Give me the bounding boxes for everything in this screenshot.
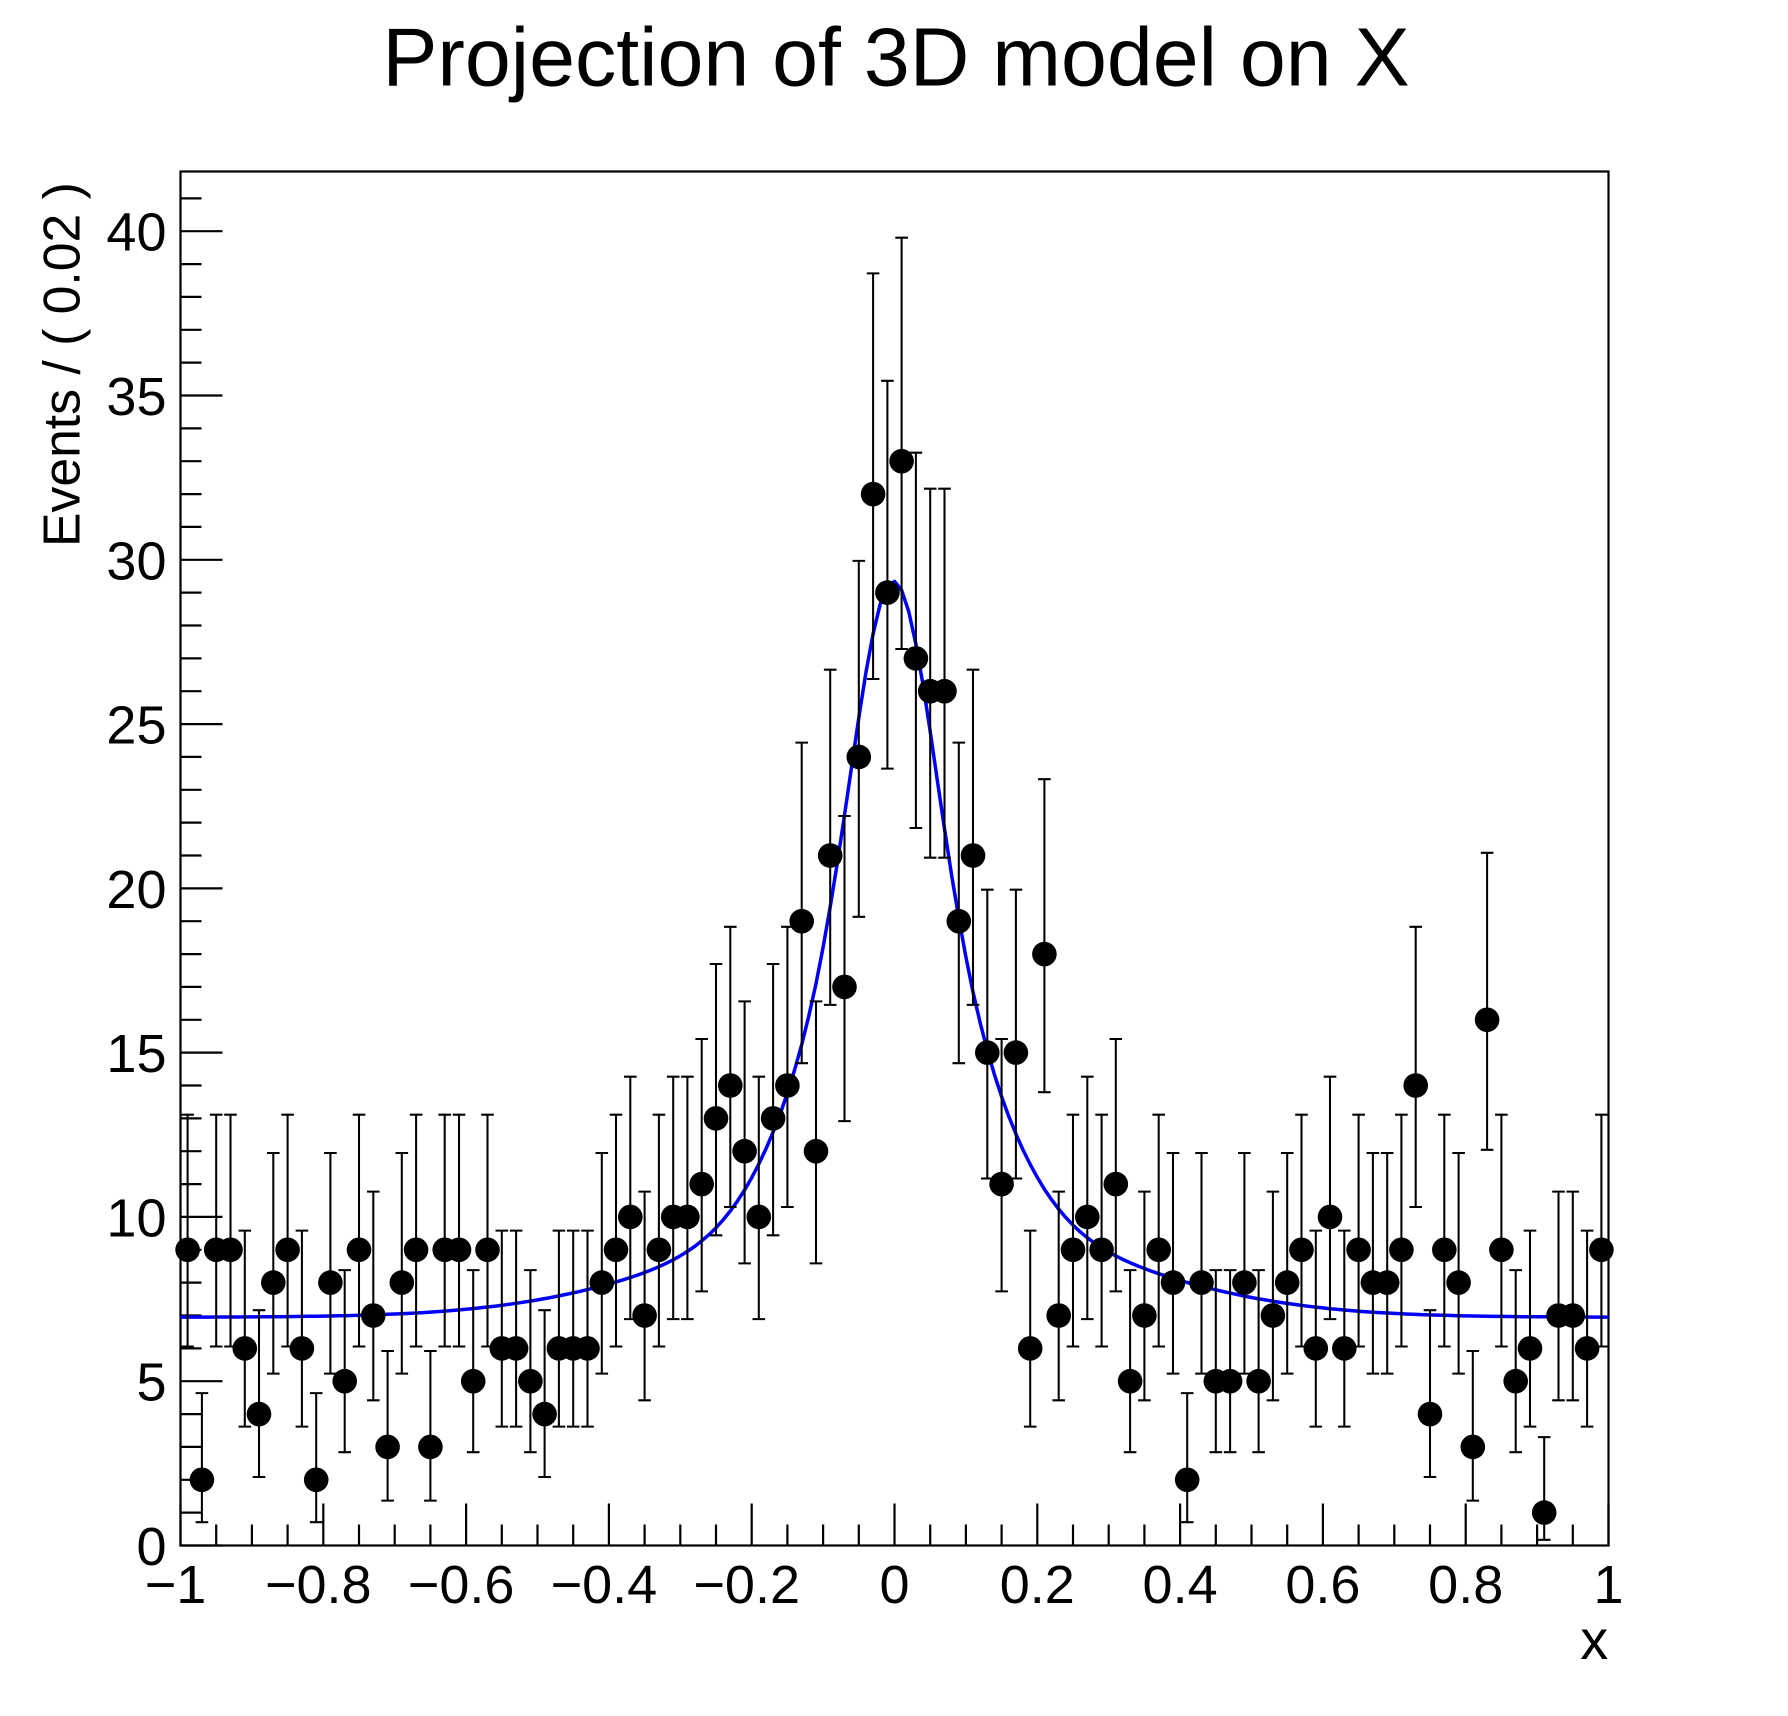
svg-text:5: 5 bbox=[136, 1353, 166, 1413]
svg-text:15: 15 bbox=[106, 1024, 166, 1084]
svg-text:−0.8: −0.8 bbox=[265, 1555, 372, 1615]
svg-text:−0.2: −0.2 bbox=[693, 1555, 800, 1615]
svg-text:40: 40 bbox=[106, 203, 166, 263]
svg-text:0.2: 0.2 bbox=[1000, 1555, 1075, 1615]
svg-text:0.6: 0.6 bbox=[1285, 1555, 1360, 1615]
svg-text:35: 35 bbox=[106, 367, 166, 427]
svg-text:1: 1 bbox=[1593, 1555, 1623, 1615]
svg-text:−1: −1 bbox=[145, 1555, 207, 1615]
svg-text:30: 30 bbox=[106, 531, 166, 591]
svg-text:Projection of 3D model on X: Projection of 3D model on X bbox=[382, 12, 1409, 104]
svg-text:Events / ( 0.02 ): Events / ( 0.02 ) bbox=[33, 182, 91, 547]
svg-text:10: 10 bbox=[106, 1188, 166, 1248]
svg-text:−0.6: −0.6 bbox=[408, 1555, 515, 1615]
svg-text:x: x bbox=[1580, 1608, 1608, 1671]
svg-text:0: 0 bbox=[136, 1517, 166, 1577]
svg-text:−0.4: −0.4 bbox=[551, 1555, 658, 1615]
svg-text:20: 20 bbox=[106, 860, 166, 920]
svg-text:25: 25 bbox=[106, 696, 166, 756]
svg-text:0.8: 0.8 bbox=[1428, 1555, 1503, 1615]
svg-text:0.4: 0.4 bbox=[1143, 1555, 1218, 1615]
svg-text:0: 0 bbox=[879, 1555, 909, 1615]
